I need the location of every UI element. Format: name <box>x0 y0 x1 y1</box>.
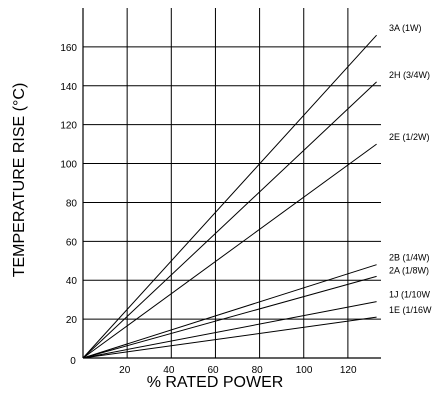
series-line-3 <box>82 264 377 359</box>
tick-labels: 20 40 60 80 100 120 20 40 60 80 100 120 140 160 0 <box>60 43 357 376</box>
series-line-5 <box>82 301 377 359</box>
y-tick-label-6: 120 <box>60 121 77 132</box>
y-tick-label-4: 80 <box>66 198 78 209</box>
y-tick-label-5: 100 <box>60 160 77 171</box>
x-tick-label-4: 80 <box>252 365 264 376</box>
series-label-2: 2E (1/2W) <box>389 132 430 142</box>
origin-tick-label: 0 <box>70 356 76 367</box>
axes <box>82 8 381 359</box>
y-tick-label-1: 20 <box>66 315 78 326</box>
y-tick-label-2: 40 <box>66 276 78 287</box>
series-label-5: 1J (1/10W <box>389 290 431 300</box>
series-label-6: 1E (1/16W <box>389 305 432 315</box>
grid <box>83 8 381 358</box>
series-lines <box>82 34 377 359</box>
series-line-1 <box>82 81 377 359</box>
series-label-0: 3A (1W) <box>389 23 422 33</box>
series-line-0 <box>82 34 377 359</box>
y-tick-label-8: 160 <box>60 43 77 54</box>
x-tick-label-2: 40 <box>163 365 175 376</box>
x-axis-title: % RATED POWER <box>147 374 284 391</box>
x-tick-label-6: 120 <box>340 365 357 376</box>
series-line-4 <box>82 275 377 359</box>
series-label-4: 2A (1/8W) <box>389 266 429 276</box>
y-axis-title: TEMPERATURE RISE (°C) <box>11 83 28 278</box>
y-tick-label-3: 60 <box>66 237 78 248</box>
series-line-2 <box>82 143 377 359</box>
y-tick-label-7: 140 <box>60 82 77 93</box>
series-label-3: 2B (1/4W) <box>389 253 430 263</box>
series-labels: 3A (1W) 2H (3/4W) 2E (1/2W) 2B (1/4W) 2A (1/… <box>389 23 432 315</box>
series-line-6 <box>82 316 377 359</box>
x-tick-label-3: 60 <box>207 365 219 376</box>
series-label-1: 2H (3/4W) <box>389 70 430 80</box>
x-tick-label-1: 20 <box>119 365 131 376</box>
x-tick-label-5: 100 <box>296 365 313 376</box>
